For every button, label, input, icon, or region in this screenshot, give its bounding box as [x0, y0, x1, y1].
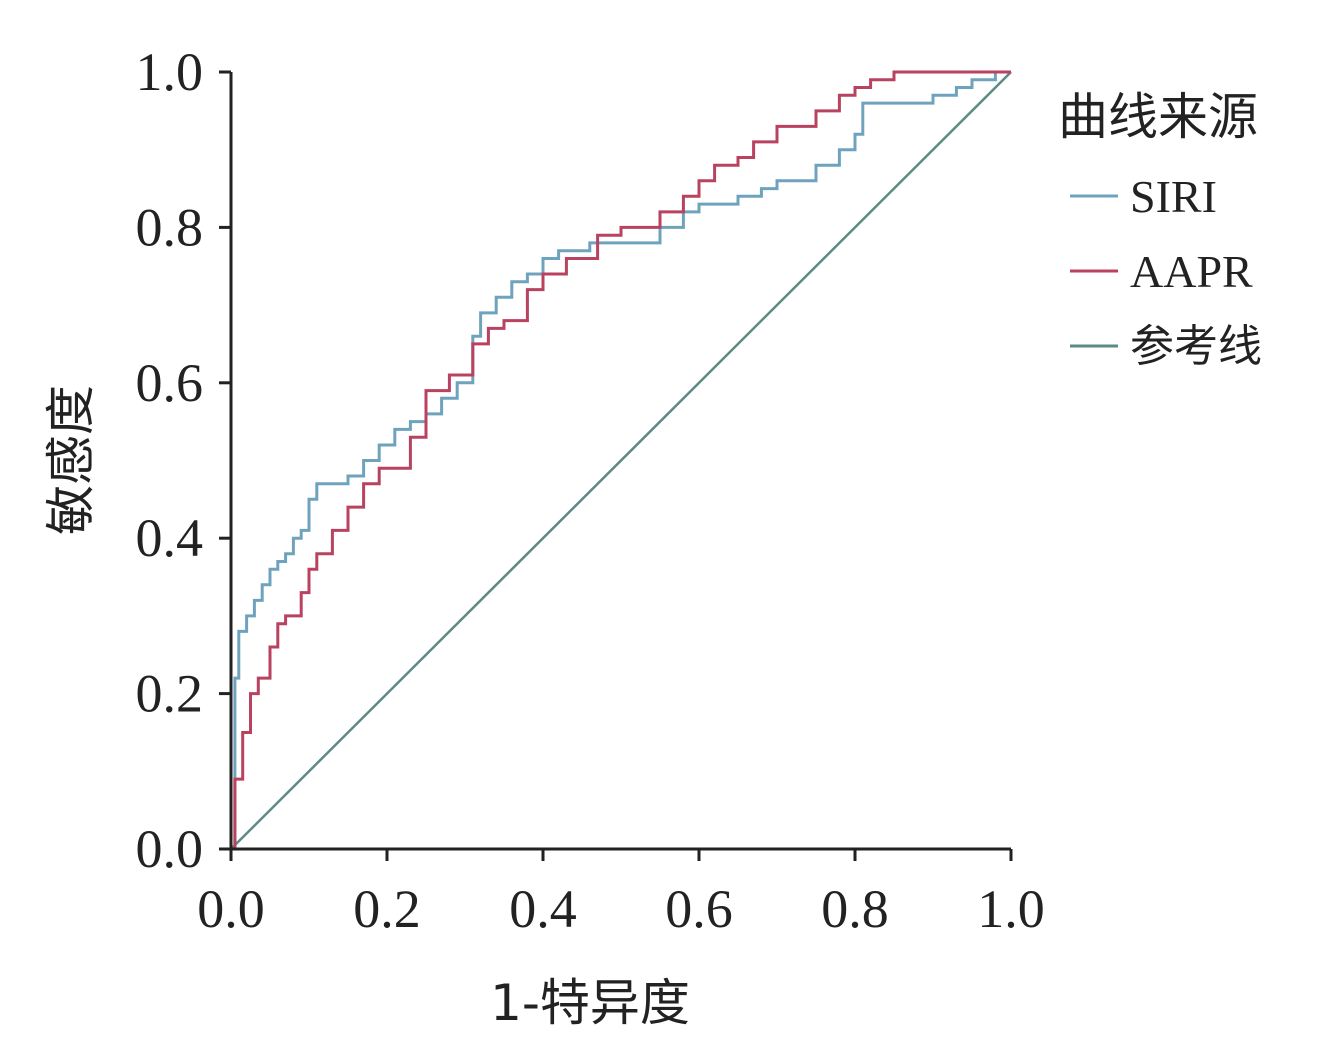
x-axis-title: 1-特异度 [490, 974, 690, 1032]
x-tick-label: 0.4 [509, 879, 577, 939]
legend-label-reference: 参考线 [1130, 321, 1262, 372]
y-tick-label: 0.4 [136, 508, 204, 568]
x-tick-label: 0.6 [665, 879, 733, 939]
legend-label-siri: SIRI [1130, 171, 1217, 222]
y-tick-label: 0.6 [136, 353, 204, 413]
y-tick-label: 0.2 [136, 664, 204, 724]
y-tick-label: 0.0 [136, 819, 204, 879]
x-tick-label: 0.0 [197, 879, 265, 939]
plot-series [230, 70, 1012, 851]
y-tick-label: 0.8 [136, 197, 204, 257]
legend: 曲线来源 SIRI AAPR 参考线 [1058, 88, 1262, 372]
siri-roc-curve [231, 70, 1011, 851]
x-tick-label: 0.8 [821, 879, 889, 939]
x-tick-label: 0.2 [353, 879, 421, 939]
aapr-roc-curve [231, 70, 1011, 851]
y-tick-label: 1.0 [136, 42, 204, 102]
axes [219, 70, 1013, 861]
legend-label-aapr: AAPR [1130, 246, 1253, 297]
legend-title: 曲线来源 [1058, 88, 1258, 146]
tick-labels: 0.0 0.2 0.4 0.6 0.8 1.0 0.0 0.2 0.4 0.6 0.8 1.0 [136, 42, 1045, 939]
x-tick-label: 1.0 [977, 879, 1045, 939]
y-axis-title: 敏感度 [42, 385, 100, 535]
reference-line [230, 71, 1012, 850]
